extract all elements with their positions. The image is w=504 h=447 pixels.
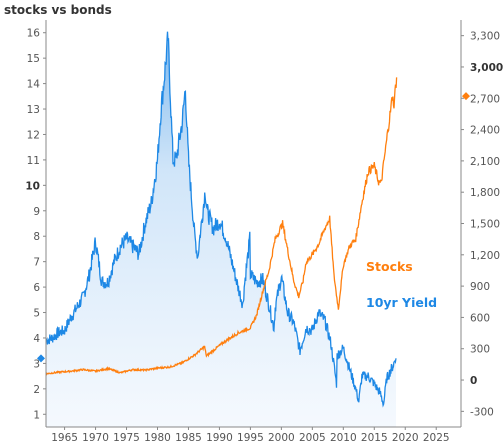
x-tick-label: 1970 xyxy=(82,432,109,444)
series-line-10yr-yield xyxy=(46,31,397,408)
y-right-tick-label: 3,000 xyxy=(470,62,503,74)
y-left-tick-label: 5 xyxy=(33,308,40,320)
y-right-tick-label: -300 xyxy=(470,406,494,418)
y-left-tick-label: 10 xyxy=(25,180,40,192)
yield-current-marker xyxy=(37,354,45,363)
y-left-tick-label: 1 xyxy=(33,409,40,421)
series-line-stocks xyxy=(46,77,398,376)
y-right-tick-label: 2,700 xyxy=(470,93,500,105)
x-tick-label: 2020 xyxy=(392,432,419,444)
x-tick-label: 2025 xyxy=(423,432,450,444)
stocks-series-label: Stocks xyxy=(366,259,413,274)
x-tick-label: 1975 xyxy=(113,432,140,444)
x-tick-label: 1985 xyxy=(175,432,202,444)
yield-area-layer xyxy=(46,31,396,427)
x-tick-label: 1965 xyxy=(51,432,78,444)
y-left-tick-label: 4 xyxy=(33,333,40,345)
y-right-tick-label: 0 xyxy=(470,375,477,387)
x-tick-label: 1995 xyxy=(237,432,264,444)
y-right-axis-ticks: -300 0 300 600 900 1,200 1,500 1,800 2,100 2,400 2… xyxy=(461,31,503,418)
y-left-tick-label: 6 xyxy=(33,282,40,294)
x-tick-label: 2010 xyxy=(330,432,357,444)
yield-area-fill xyxy=(46,31,396,427)
y-left-tick-label: 9 xyxy=(33,206,40,218)
y-right-tick-label: 1,500 xyxy=(470,219,500,231)
x-tick-label: 2005 xyxy=(299,432,326,444)
y-right-tick-label: 3,300 xyxy=(470,31,500,43)
stocks-current-marker xyxy=(462,92,470,101)
plot-area xyxy=(45,20,462,428)
y-right-tick-label: 900 xyxy=(470,281,490,293)
y-left-tick-label: 11 xyxy=(27,155,40,167)
yield-series-label: 10yr Yield xyxy=(366,295,437,310)
y-right-tick-label: 2,400 xyxy=(470,125,500,137)
y-left-tick-label: 2 xyxy=(33,384,40,396)
y-right-tick-label: 1,200 xyxy=(470,250,500,262)
y-left-tick-label: 12 xyxy=(27,129,40,141)
y-right-tick-label: 300 xyxy=(470,344,490,356)
y-left-tick-label: 14 xyxy=(27,79,41,91)
y-right-tick-label: 600 xyxy=(470,312,490,324)
y-left-tick-label: 8 xyxy=(33,231,40,243)
y-left-tick-label: 15 xyxy=(27,53,40,65)
series-lines xyxy=(46,31,398,408)
x-tick-label: 2015 xyxy=(361,432,388,444)
y-left-tick-label: 3 xyxy=(33,358,40,370)
x-tick-label: 1980 xyxy=(144,432,171,444)
x-axis-ticks: 1965 1970 1975 1980 1985 1990 1995 2000 2005 2010… xyxy=(51,427,450,444)
x-tick-label: 2000 xyxy=(268,432,295,444)
chart-title: stocks vs bonds xyxy=(4,3,112,17)
y-left-tick-label: 7 xyxy=(33,257,40,269)
y-left-tick-label: 16 xyxy=(27,28,41,40)
y-right-tick-label: 1,800 xyxy=(470,187,500,199)
y-left-tick-label: 13 xyxy=(27,104,40,116)
y-right-tick-label: 2,100 xyxy=(470,156,500,168)
x-tick-label: 1990 xyxy=(206,432,233,444)
